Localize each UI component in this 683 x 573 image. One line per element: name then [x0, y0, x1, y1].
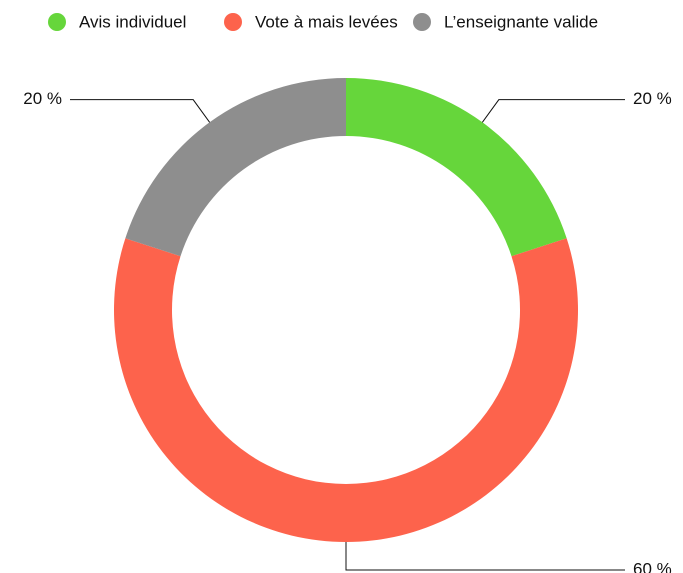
legend-label: Vote à mais levées [255, 12, 398, 31]
data-label: 20 % [633, 89, 672, 108]
donut-segment [125, 78, 346, 257]
donut-segment [346, 78, 567, 257]
legend-marker [48, 13, 66, 31]
donut-segment [114, 238, 578, 542]
data-label: 60 % [633, 559, 672, 573]
legend-label: L’enseignante valide [444, 12, 598, 31]
legend-marker [224, 13, 242, 31]
leader-line [481, 99, 625, 123]
data-label: 20 % [23, 89, 62, 108]
leader-line [345, 542, 625, 571]
legend-label: Avis individuel [79, 12, 186, 31]
legend-marker [413, 13, 431, 31]
leader-line [70, 99, 211, 123]
